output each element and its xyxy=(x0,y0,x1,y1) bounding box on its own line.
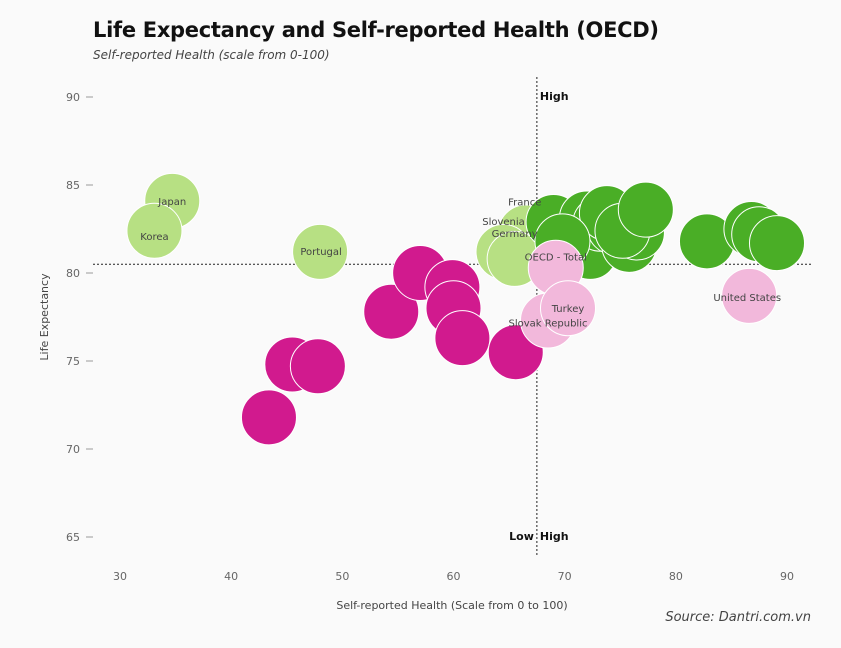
y-axis-title: Life Expectancy xyxy=(38,273,51,361)
x-tick-label: 90 xyxy=(780,570,794,583)
axes-layer: 65 70 75 80 85 90 30 40 50 60 70 80 90 xyxy=(66,91,794,583)
point-label: Korea xyxy=(140,232,168,243)
data-bubble xyxy=(617,181,674,238)
point-label: United States xyxy=(713,293,781,304)
point-label: Slovak Republic xyxy=(508,319,587,330)
data-bubble xyxy=(240,389,297,446)
data-bubble xyxy=(126,202,183,259)
data-bubble xyxy=(434,310,491,367)
y-tick-label: 70 xyxy=(66,443,80,456)
point-label: OECD - Total xyxy=(525,253,587,264)
x-tick-label: 60 xyxy=(447,570,461,583)
x-tick-label: 70 xyxy=(558,570,572,583)
quadrant-label-bottom-low: Low xyxy=(509,530,534,543)
point-label: Turkey xyxy=(551,304,585,315)
y-tick-label: 80 xyxy=(66,267,80,280)
point-label: Portugal xyxy=(300,247,341,258)
x-tick-label: 30 xyxy=(113,570,127,583)
point-label: Japan xyxy=(157,197,186,208)
chart-title: Life Expectancy and Self-reported Health… xyxy=(93,18,659,42)
data-bubble xyxy=(748,215,805,272)
data-bubble xyxy=(721,267,778,324)
quadrant-label-top-high: High xyxy=(540,90,569,103)
source-credit: Source: Dantri.com.vn xyxy=(665,610,811,625)
x-tick-label: 40 xyxy=(224,570,238,583)
chart-subtitle: Self-reported Health (scale from 0-100) xyxy=(93,48,330,62)
y-tick-label: 85 xyxy=(66,179,80,192)
point-label: France xyxy=(508,198,541,209)
point-label: Germany xyxy=(492,229,538,240)
quadrant-label-bottom-high: High xyxy=(540,530,569,543)
reference-lines: High Low High xyxy=(93,77,811,555)
data-bubble xyxy=(540,280,597,337)
data-bubble xyxy=(292,223,349,280)
x-axis-title: Self-reported Health (Scale from 0 to 10… xyxy=(336,599,567,612)
data-bubble xyxy=(289,338,346,395)
data-bubble xyxy=(363,283,420,340)
y-tick-label: 65 xyxy=(66,531,80,544)
x-tick-label: 80 xyxy=(669,570,683,583)
y-tick-label: 90 xyxy=(66,91,80,104)
point-label: Slovenia xyxy=(482,217,525,228)
bubbles-layer xyxy=(126,172,805,446)
y-tick-label: 75 xyxy=(66,355,80,368)
x-tick-label: 50 xyxy=(335,570,349,583)
